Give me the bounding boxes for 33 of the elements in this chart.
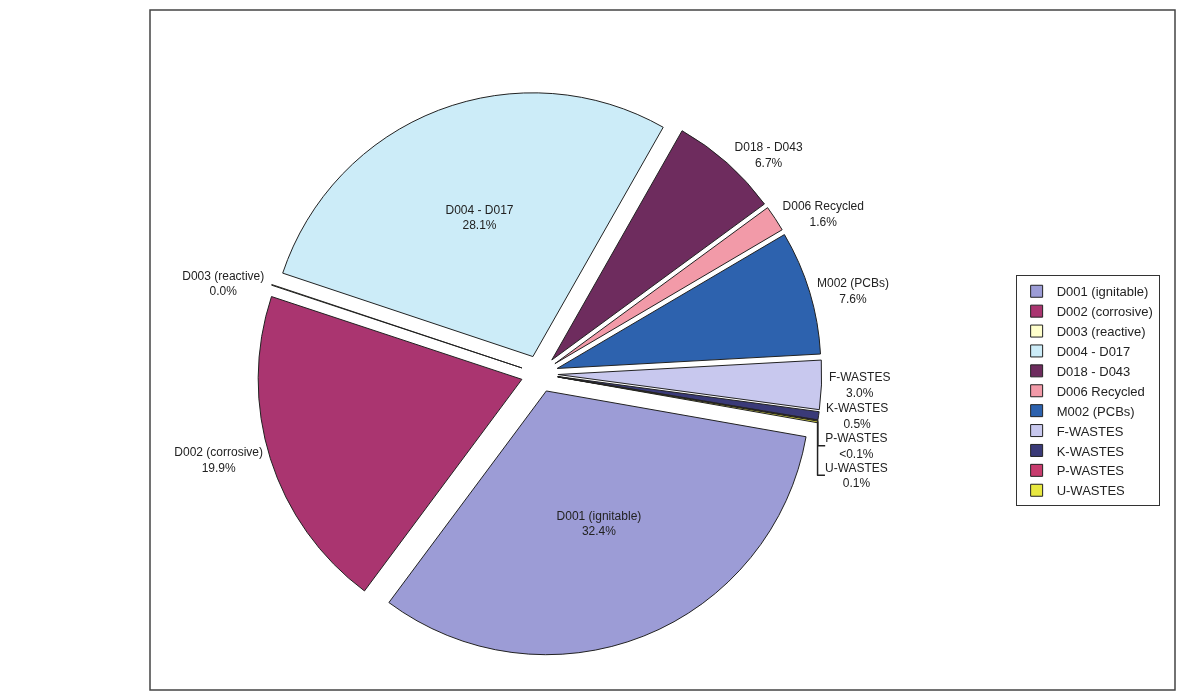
legend-label: P-WASTES <box>1056 463 1125 479</box>
slice-label: D004 - D017 <box>445 202 514 217</box>
legend-label: U-WASTES <box>1056 483 1126 499</box>
legend-label: D002 (corrosive) <box>1056 304 1153 320</box>
data-label: 3.0% <box>845 385 874 400</box>
slice-label: K-WASTES <box>825 401 889 416</box>
legend-label: F-WASTES <box>1056 423 1124 439</box>
data-label: 7.6% <box>839 291 868 306</box>
slice-label: D006 Recycled <box>782 199 864 214</box>
slice-label: D002 (corrosive) <box>174 445 263 460</box>
data-label: 28.1% <box>462 218 497 233</box>
data-label: 32.4% <box>581 524 617 539</box>
legend-label: D003 (reactive) <box>1056 324 1146 340</box>
slice-label: D018 - D043 <box>734 139 803 154</box>
slice-label: M002 (PCBs) <box>817 276 890 291</box>
legend-label: D006 Recycled <box>1056 383 1145 399</box>
data-label: 0.5% <box>843 416 872 431</box>
slice-label: U-WASTES <box>824 460 888 475</box>
data-label: 19.9% <box>201 460 236 475</box>
legend-label: D001 (ignitable) <box>1056 284 1149 300</box>
legend-label: D018 - D043 <box>1056 363 1131 379</box>
data-label: 0.1% <box>842 476 871 491</box>
legend-label: D004 - D017 <box>1056 344 1131 360</box>
slice-label: D003 (reactive) <box>182 268 265 283</box>
slice-label: F-WASTES <box>828 370 891 385</box>
slice-label: P-WASTES <box>825 430 888 445</box>
data-label: <0.1% <box>839 446 874 461</box>
slice-label: D001 (ignitable) <box>556 508 642 523</box>
legend-label: K-WASTES <box>1056 443 1125 459</box>
data-label: 0.0% <box>209 284 238 299</box>
data-label: 6.7% <box>754 155 783 170</box>
legend-label: M002 (PCBs) <box>1056 403 1135 419</box>
data-label: 1.6% <box>809 214 838 229</box>
